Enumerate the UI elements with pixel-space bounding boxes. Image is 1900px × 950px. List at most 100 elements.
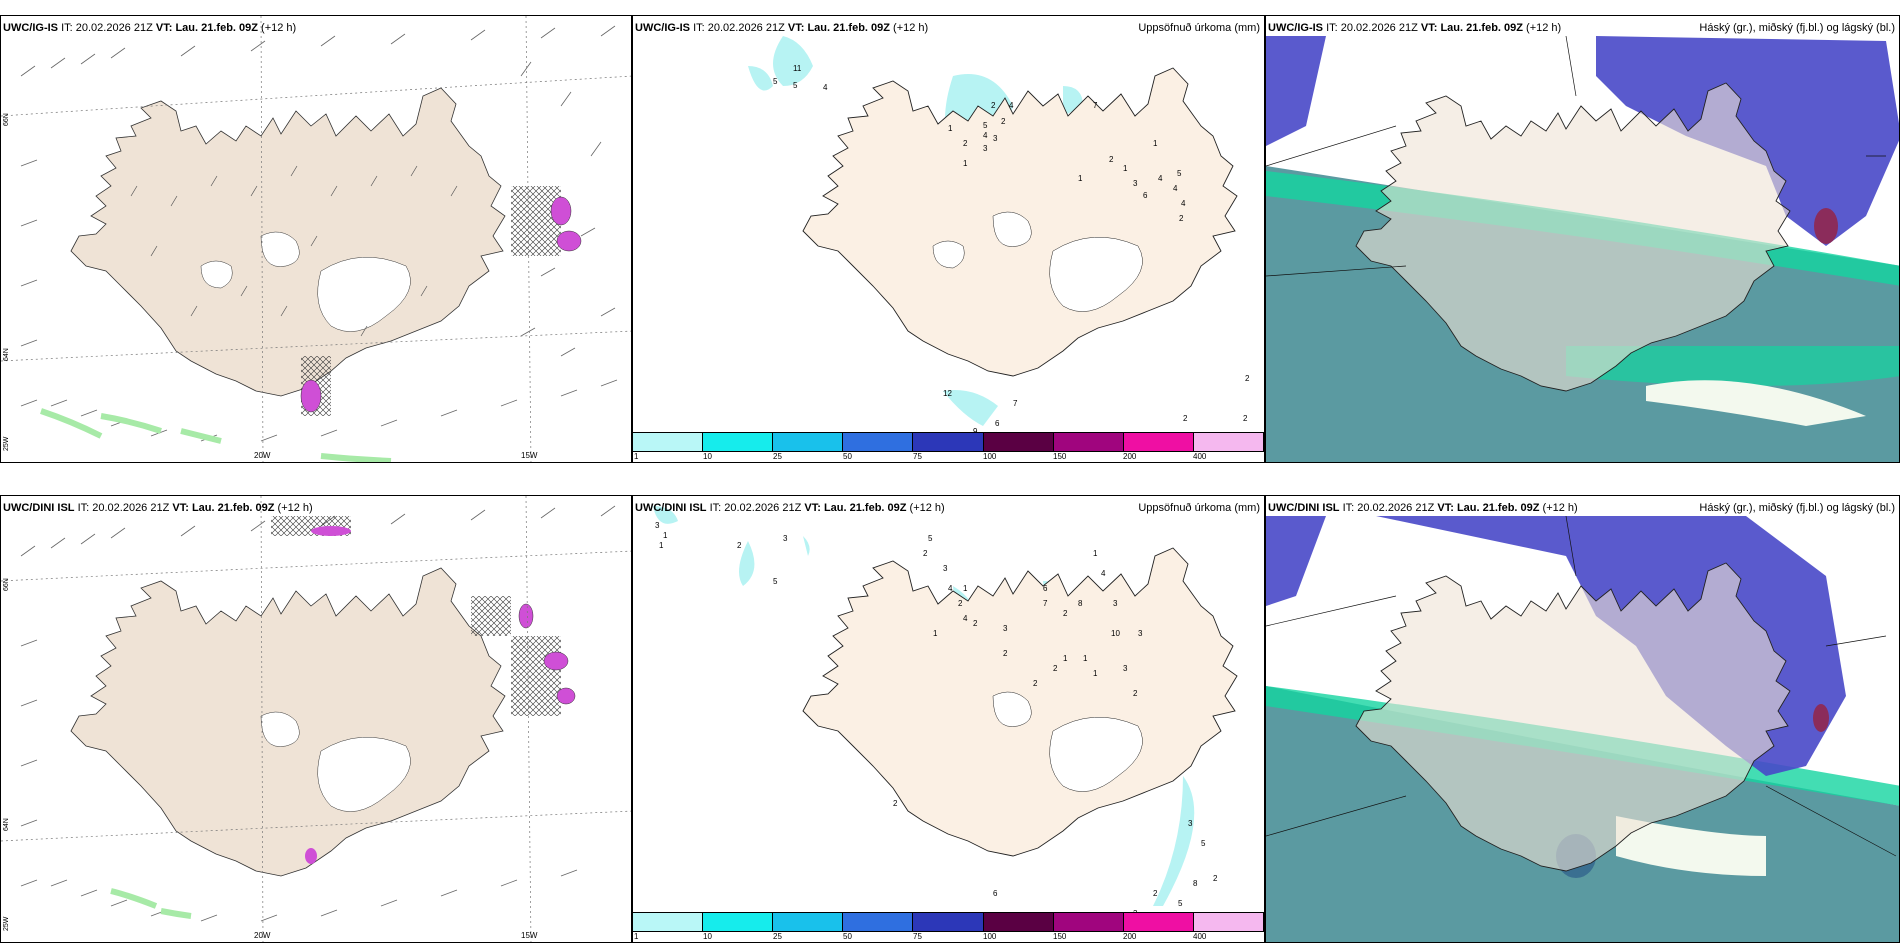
- svg-text:5: 5: [1178, 899, 1183, 908]
- panel-title: UWC/DINI ISL IT: 20.02.2026 21Z VT: Lau.…: [1268, 502, 1578, 514]
- lon-label-25: 25W: [3, 436, 10, 451]
- svg-text:2: 2: [1153, 889, 1158, 898]
- svg-text:1: 1: [933, 629, 938, 638]
- svg-text:1: 1: [963, 584, 968, 593]
- svg-text:3: 3: [783, 534, 788, 543]
- svg-text:4: 4: [1009, 101, 1014, 110]
- panel-wind-dini: UWC/DINI ISL IT: 20.02.2026 21Z VT: Lau.…: [0, 495, 632, 943]
- svg-text:12: 12: [943, 389, 952, 398]
- svg-text:7: 7: [1043, 599, 1048, 608]
- panel-title: UWC/IG-IS IT: 20.02.2026 21Z VT: Lau. 21…: [3, 22, 297, 34]
- svg-text:6: 6: [993, 889, 998, 898]
- svg-text:2: 2: [737, 541, 742, 550]
- svg-text:2: 2: [991, 101, 996, 110]
- svg-text:3: 3: [655, 521, 660, 530]
- svg-text:3: 3: [1003, 624, 1008, 633]
- panel-precip-ig: UWC/IG-IS IT: 20.02.2026 21Z VT: Lau. 21…: [632, 15, 1265, 463]
- lon-label-15: 15W: [521, 451, 538, 460]
- cloud-map: [1266, 16, 1899, 462]
- svg-text:2: 2: [1063, 609, 1068, 618]
- svg-text:3: 3: [983, 144, 988, 153]
- panel-wind-ig: UWC/IG-IS IT: 20.02.2026 21Z VT: Lau. 21…: [0, 15, 632, 463]
- svg-text:4: 4: [1158, 174, 1163, 183]
- svg-text:1: 1: [1083, 654, 1088, 663]
- panel-right-title: Uppsöfnuð úrkoma (mm): [1138, 502, 1260, 514]
- svg-text:1: 1: [1093, 549, 1098, 558]
- panel-right-title: Uppsöfnuð úrkoma (mm): [1138, 22, 1260, 34]
- panel-precip-dini: UWC/DINI ISL IT: 20.02.2026 21Z VT: Lau.…: [632, 495, 1265, 943]
- svg-text:4: 4: [1101, 569, 1106, 578]
- svg-text:1: 1: [1153, 139, 1158, 148]
- svg-text:2: 2: [1001, 117, 1006, 126]
- svg-text:2: 2: [923, 549, 928, 558]
- panel-right-title: Háský (gr.), miðský (fj.bl.) og lágský (…: [1699, 502, 1895, 514]
- svg-text:5: 5: [1177, 169, 1182, 178]
- svg-text:3: 3: [1123, 664, 1128, 673]
- svg-text:1: 1: [659, 541, 664, 550]
- lon-label-20: 20W: [254, 451, 271, 460]
- svg-text:1: 1: [1078, 174, 1083, 183]
- svg-text:6: 6: [995, 419, 1000, 428]
- panel-title: UWC/IG-IS IT: 20.02.2026 21Z VT: Lau. 21…: [1268, 22, 1562, 34]
- svg-text:4: 4: [948, 584, 953, 593]
- svg-text:2: 2: [973, 619, 978, 628]
- svg-text:1: 1: [1093, 669, 1098, 678]
- svg-text:4: 4: [823, 83, 828, 92]
- panel-title: UWC/DINI ISL IT: 20.02.2026 21Z VT: Lau.…: [635, 502, 945, 514]
- panel-clouds-dini: UWC/DINI ISL IT: 20.02.2026 21Z VT: Lau.…: [1265, 495, 1900, 943]
- panel-title: UWC/IG-IS IT: 20.02.2026 21Z VT: Lau. 21…: [635, 22, 929, 34]
- svg-text:3: 3: [1188, 819, 1193, 828]
- panel-title: UWC/DINI ISL IT: 20.02.2026 21Z VT: Lau.…: [3, 502, 313, 514]
- svg-text:3: 3: [993, 134, 998, 143]
- svg-text:6: 6: [1143, 191, 1148, 200]
- svg-text:1: 1: [1063, 654, 1068, 663]
- wind-barbs: [20, 25, 618, 442]
- svg-text:3: 3: [1138, 629, 1143, 638]
- svg-text:5: 5: [1201, 839, 1206, 848]
- svg-text:2: 2: [1053, 664, 1058, 673]
- svg-text:2: 2: [1245, 374, 1250, 383]
- svg-text:5: 5: [793, 81, 798, 90]
- svg-text:2: 2: [1183, 414, 1188, 423]
- svg-text:5: 5: [983, 121, 988, 130]
- colorbar-labels: 1 10 25 50 75 100 150 200 400: [634, 932, 1207, 941]
- lat-label-66: 66N: [3, 113, 10, 126]
- svg-text:5: 5: [773, 577, 778, 586]
- svg-text:1: 1: [963, 159, 968, 168]
- wind-map: [1, 496, 631, 942]
- svg-text:2: 2: [1179, 214, 1184, 223]
- colorbar-labels: 1 10 25 50 75 100 150 200 400: [634, 452, 1207, 461]
- svg-text:8: 8: [1078, 599, 1083, 608]
- svg-text:8: 8: [1193, 879, 1198, 888]
- svg-text:7: 7: [1013, 399, 1018, 408]
- svg-text:3: 3: [1133, 179, 1138, 188]
- wind-map: [1, 16, 631, 462]
- svg-text:5: 5: [773, 77, 778, 86]
- svg-text:2: 2: [1003, 649, 1008, 658]
- panel-right-title: Háský (gr.), miðský (fj.bl.) og lágský (…: [1699, 22, 1895, 34]
- svg-text:7: 7: [1093, 101, 1098, 110]
- cloud-map: [1266, 496, 1899, 942]
- svg-text:9: 9: [973, 427, 978, 436]
- panel-clouds-ig: UWC/IG-IS IT: 20.02.2026 21Z VT: Lau. 21…: [1265, 15, 1900, 463]
- lon-label-15: 15W: [521, 931, 538, 940]
- svg-text:2: 2: [1033, 679, 1038, 688]
- svg-text:3: 3: [943, 564, 948, 573]
- lat-label-64: 64N: [3, 348, 10, 361]
- colorbar: [633, 432, 1264, 452]
- svg-text:6: 6: [1043, 584, 1048, 593]
- svg-text:2: 2: [963, 139, 968, 148]
- svg-text:1: 1: [663, 531, 668, 540]
- svg-text:4: 4: [1181, 199, 1186, 208]
- precip-map: 11 5 5 4 2 4 7 2 5 4 3 3 1 2 1 1 2 1 3 4…: [748, 36, 1250, 436]
- svg-text:2: 2: [1243, 414, 1248, 423]
- colorbar: [633, 912, 1264, 932]
- svg-text:4: 4: [963, 614, 968, 623]
- svg-text:2: 2: [893, 799, 898, 808]
- svg-text:10: 10: [1111, 629, 1120, 638]
- svg-text:2: 2: [1213, 874, 1218, 883]
- lat-label-66: 66N: [3, 578, 10, 591]
- precip-map: 3 1 1 2 3 5 5 2 3 4 1 2 1 4 2 3 2 6 7 2 …: [653, 506, 1238, 918]
- lat-label-64: 64N: [3, 818, 10, 831]
- svg-text:1: 1: [948, 124, 953, 133]
